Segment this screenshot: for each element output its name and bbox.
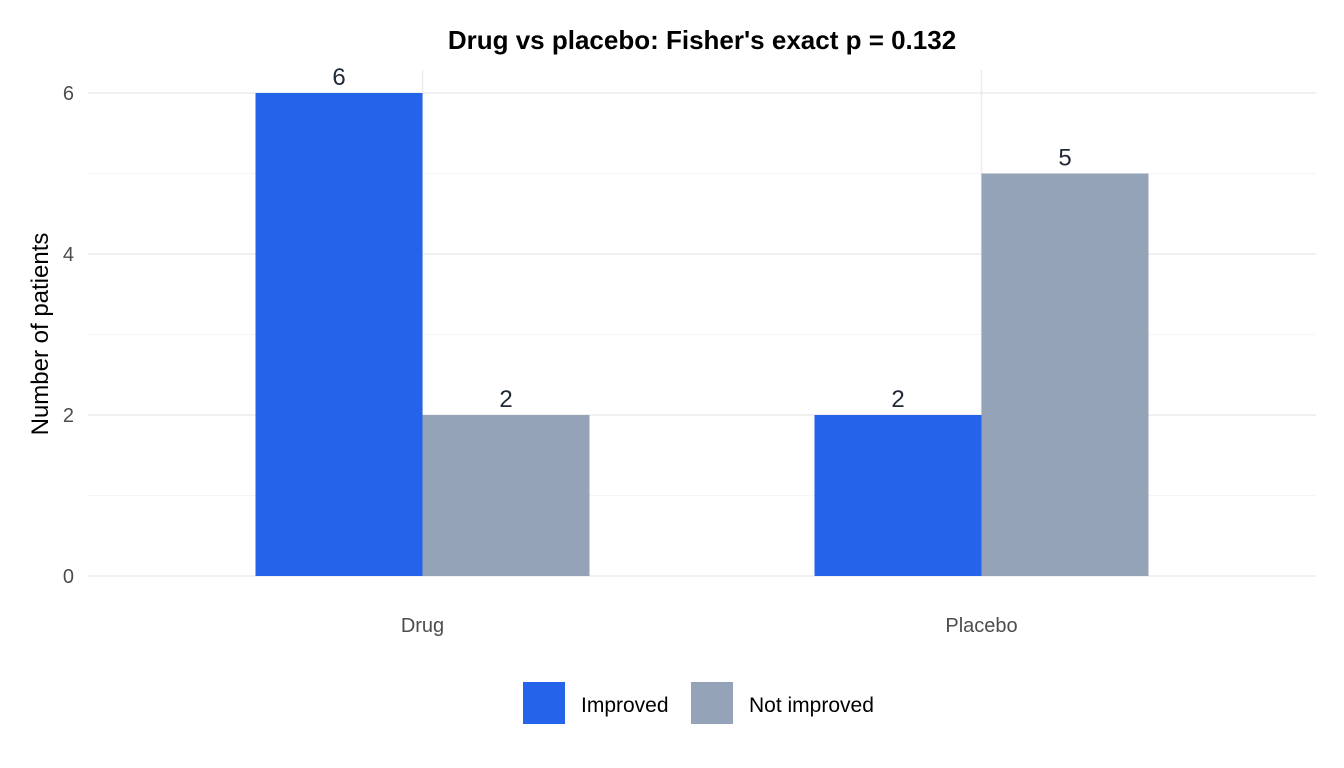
bar-drug-not-improved: [422, 415, 590, 576]
y-tick-label: 6: [63, 83, 74, 105]
chart-title: Drug vs placebo: Fisher's exact p = 0.13…: [448, 25, 956, 55]
x-axis-ticks: Drug Placebo: [401, 615, 1018, 637]
legend-swatch: [691, 682, 733, 724]
legend-swatch: [523, 682, 565, 724]
bar-drug-improved: [255, 93, 423, 576]
bar-placebo-improved: [814, 415, 982, 576]
data-label: 6: [332, 64, 345, 91]
bars-layer: [255, 93, 1149, 576]
x-tick-label: Placebo: [945, 615, 1017, 637]
y-axis-ticks: 0 2 4 6: [63, 83, 74, 588]
y-axis-title: Number of patients: [27, 233, 54, 436]
data-labels-layer: 6 2 2 5: [332, 64, 1071, 413]
x-tick-label: Drug: [401, 615, 444, 637]
legend-label: Not improved: [749, 694, 874, 717]
y-tick-label: 2: [63, 405, 74, 427]
data-label: 2: [891, 386, 904, 413]
legend-label: Improved: [581, 694, 669, 717]
bar-placebo-not-improved: [981, 173, 1149, 576]
data-label: 5: [1058, 145, 1071, 172]
data-label: 2: [499, 386, 512, 413]
legend: Improved Not improved: [523, 682, 874, 724]
y-tick-label: 0: [63, 566, 74, 588]
y-tick-label: 4: [63, 244, 74, 266]
